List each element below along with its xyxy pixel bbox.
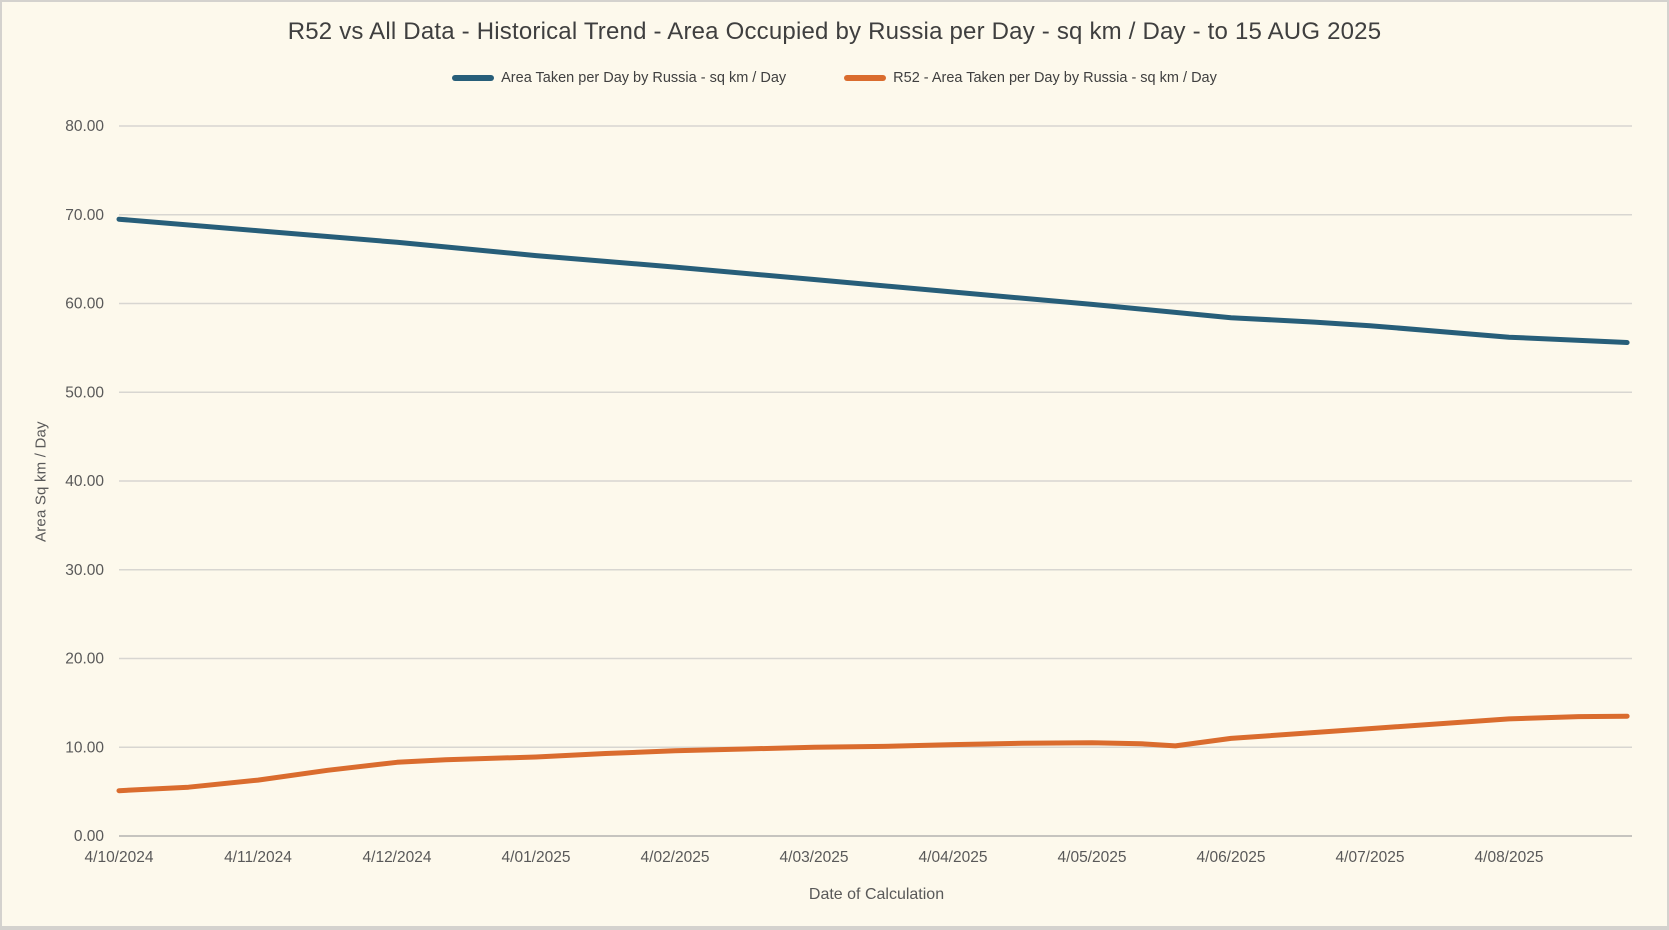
y-tick-label: 40.00 (65, 473, 104, 490)
y-tick-label: 0.00 (74, 828, 105, 845)
chart-legend: Area Taken per Day by Russia - sq km / D… (2, 70, 1667, 86)
x-tick-label: 4/07/2025 (1336, 849, 1405, 866)
y-tick-label: 30.00 (65, 562, 104, 579)
x-tick-label: 4/06/2025 (1197, 849, 1266, 866)
x-tick-label: 4/08/2025 (1475, 849, 1544, 866)
x-tick-label: 4/11/2024 (224, 849, 292, 866)
legend-item-all-data: Area Taken per Day by Russia - sq km / D… (452, 70, 786, 86)
legend-swatch-all-data (452, 75, 495, 81)
x-tick-label: 4/10/2024 (85, 849, 154, 866)
x-axis-title: Date of Calculation (808, 886, 945, 903)
legend-swatch-r52 (844, 75, 887, 81)
y-tick-label: 80.00 (65, 118, 104, 135)
y-axis-title: Area Sq km / Day (32, 421, 50, 543)
chart-title: R52 vs All Data - Historical Trend - Are… (287, 18, 1382, 45)
y-tick-label: 10.00 (65, 739, 104, 756)
x-tick-label: 4/03/2025 (780, 849, 849, 866)
x-tick-label: 4/04/2025 (919, 849, 988, 866)
y-tick-label: 50.00 (65, 384, 104, 401)
y-tick-label: 20.00 (65, 651, 104, 668)
y-tick-label: 70.00 (65, 207, 104, 224)
series-line-0 (116, 216, 1630, 345)
x-tick-label: 4/05/2025 (1058, 849, 1127, 866)
legend-label-r52: R52 - Area Taken per Day by Russia - sq … (893, 70, 1217, 86)
legend-label-all-data: Area Taken per Day by Russia - sq km / D… (501, 70, 787, 86)
legend-item-r52: R52 - Area Taken per Day by Russia - sq … (844, 70, 1217, 86)
series-line-1 (116, 713, 1630, 794)
x-tick-label: 4/01/2025 (502, 849, 571, 866)
x-tick-label: 4/12/2024 (363, 849, 432, 866)
x-tick-label: 4/02/2025 (641, 849, 710, 866)
y-tick-label: 60.00 (65, 296, 104, 313)
